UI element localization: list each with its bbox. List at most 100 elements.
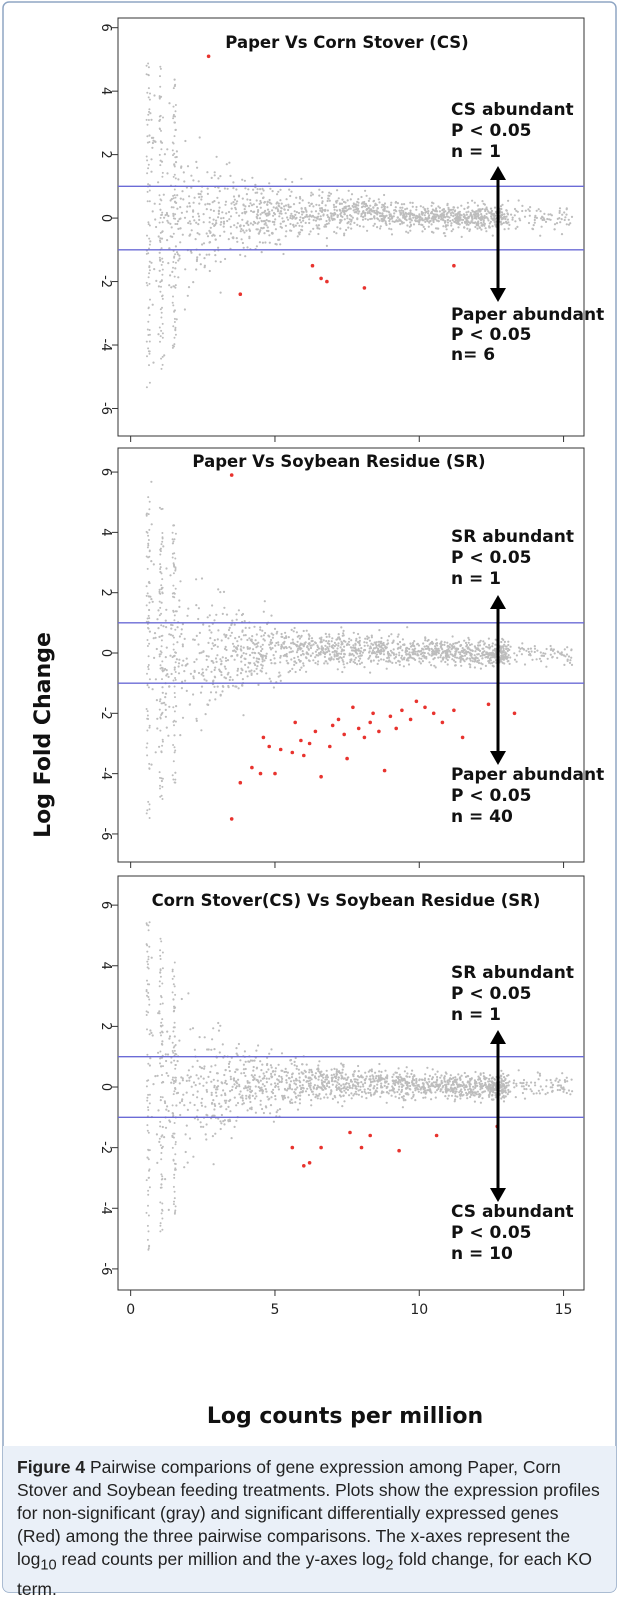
gray-point [177, 276, 179, 278]
gray-point [168, 102, 170, 104]
gray-point [195, 161, 197, 163]
gray-point [489, 1074, 491, 1076]
gray-point [254, 1074, 256, 1076]
gray-point [160, 566, 162, 568]
gray-point [192, 179, 194, 181]
gray-point [401, 658, 403, 660]
gray-point [557, 218, 559, 220]
gray-point [217, 686, 219, 688]
gray-point [273, 654, 275, 656]
gray-point [480, 229, 482, 231]
gray-point [377, 648, 379, 650]
gray-point [338, 661, 340, 663]
gray-point [459, 651, 461, 653]
gray-point [299, 219, 301, 221]
gray-point [174, 710, 176, 712]
gray-point [355, 1085, 357, 1087]
gray-point [171, 226, 173, 228]
gray-point [147, 63, 149, 65]
gray-point [302, 662, 304, 664]
gray-point [472, 211, 474, 213]
gray-point [440, 660, 442, 662]
gray-point [492, 1099, 494, 1101]
gray-point [225, 1080, 227, 1082]
gray-point [184, 680, 186, 682]
gray-point [162, 261, 164, 263]
gray-point [257, 1079, 259, 1081]
gray-point [398, 654, 400, 656]
gray-point [521, 647, 523, 649]
gray-point [317, 1097, 319, 1099]
gray-point [537, 1071, 539, 1073]
gray-point [451, 644, 453, 646]
gray-point [468, 663, 470, 665]
gray-point [147, 556, 149, 558]
gray-point [245, 1095, 247, 1097]
gray-point [192, 209, 194, 211]
gray-point [303, 1079, 305, 1081]
gray-point [424, 1077, 426, 1079]
gray-point [370, 660, 372, 662]
gray-point [507, 219, 509, 221]
gray-point [443, 644, 445, 646]
gray-point [196, 260, 198, 262]
gray-point [278, 239, 280, 241]
gray-point [483, 219, 485, 221]
y-tick-label: 0 [98, 214, 113, 222]
gray-point [421, 230, 423, 232]
gray-point [355, 1091, 357, 1093]
gray-point [173, 164, 175, 166]
gray-point [207, 1076, 209, 1078]
gray-point [369, 647, 371, 649]
gray-point [169, 574, 171, 576]
gray-point [234, 624, 236, 626]
gray-point [201, 673, 203, 675]
gray-point [160, 664, 162, 666]
gray-point [367, 212, 369, 214]
gray-point [170, 1061, 172, 1063]
gray-point [473, 217, 475, 219]
gray-point [161, 639, 163, 641]
gray-point [203, 678, 205, 680]
gray-point [337, 642, 339, 644]
gray-point [296, 651, 298, 653]
gray-point [216, 661, 218, 663]
gray-point [350, 208, 352, 210]
gray-point [266, 230, 268, 232]
gray-point [418, 644, 420, 646]
gray-point [505, 648, 507, 650]
gray-point [469, 666, 471, 668]
gray-point [435, 643, 437, 645]
gray-point [179, 734, 181, 736]
gray-point [556, 657, 558, 659]
gray-point [159, 154, 161, 156]
gray-point [443, 1078, 445, 1080]
gray-point [196, 635, 198, 637]
gray-point [345, 1073, 347, 1075]
gray-point [406, 208, 408, 210]
gray-point [536, 658, 538, 660]
gray-point [337, 658, 339, 660]
gray-point [321, 191, 323, 193]
gray-point [502, 1096, 504, 1098]
gray-point [332, 644, 334, 646]
gray-point [347, 199, 349, 201]
gray-point [372, 649, 374, 651]
gray-point [162, 545, 164, 547]
gray-point [294, 1061, 296, 1063]
gray-point [285, 635, 287, 637]
gray-point [503, 1100, 505, 1102]
gray-point [406, 626, 408, 628]
gray-point [231, 620, 233, 622]
gray-point [412, 202, 414, 204]
gray-point [336, 653, 338, 655]
gray-point [251, 635, 253, 637]
gray-point [379, 227, 381, 229]
gray-point [492, 1076, 494, 1078]
gray-point [314, 662, 316, 664]
red-point [308, 742, 312, 746]
gray-point [402, 638, 404, 640]
gray-point [158, 235, 160, 237]
gray-point [285, 654, 287, 656]
gray-point [159, 222, 161, 224]
